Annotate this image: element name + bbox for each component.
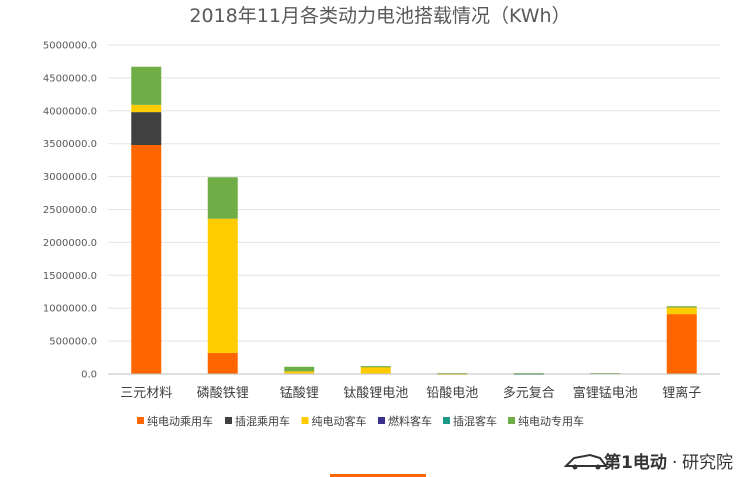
gridlines [108, 44, 720, 342]
y-tick-label: 3000000.0 [43, 172, 97, 183]
x-tick-label: 钛酸锂电池 [343, 386, 408, 401]
x-tick-label: 磷酸铁锂 [197, 386, 249, 401]
bar-segment [284, 371, 315, 374]
x-tick-label: 锂离子 [662, 385, 701, 401]
legend-label: 燃料客车 [388, 414, 432, 428]
bar-segment [666, 306, 697, 308]
legend-swatch [137, 417, 144, 424]
bar-segment [131, 145, 162, 374]
bar-segment [666, 314, 697, 374]
bottom-accent-bar [330, 474, 426, 477]
y-tick-label: 0.0 [81, 370, 97, 381]
y-tick-label: 2500000.0 [43, 205, 97, 216]
x-tick-label: 铅酸电池 [426, 386, 478, 401]
legend-label: 纯电动专用车 [518, 414, 584, 428]
bar-segment [207, 218, 238, 353]
x-tick-label: 富锂锰电池 [573, 385, 638, 401]
bar-segment [360, 366, 391, 368]
legend-swatch [225, 417, 232, 424]
watermark-separator: · [672, 453, 677, 473]
watermark-suffix: 研究院 [682, 453, 733, 473]
bar-segment [666, 307, 697, 315]
x-axis-ticks: 三元材料 磷酸铁锂 锰酸锂 钛酸锂电池 铅酸电池 多元复合 富锂锰电池 锂离子 [120, 385, 701, 401]
y-tick-label: 2000000.0 [43, 238, 97, 249]
bar-segment [131, 112, 162, 146]
y-tick-label: 3500000.0 [43, 139, 97, 150]
y-tick-label: 1000000.0 [43, 304, 97, 315]
y-tick-label: 500000.0 [49, 337, 97, 348]
legend-label: 插混客车 [453, 414, 497, 428]
y-tick-label: 5000000.0 [43, 41, 97, 52]
bar-segment [131, 66, 162, 105]
bars [131, 66, 697, 375]
legend-label: 纯电动乘用车 [147, 414, 213, 428]
bar-segment [207, 352, 238, 374]
legend: 纯电动乘用车 插混乘用车 纯电动客车 燃料客车 插混客车 纯电动专用车 [137, 414, 584, 428]
x-tick-label: 锰酸锂 [280, 386, 319, 401]
legend-swatch [443, 417, 450, 424]
watermark-brand: 第1电动 [604, 452, 667, 473]
legend-swatch [508, 417, 515, 424]
x-tick-label: 多元复合 [503, 385, 555, 401]
car-logo-icon [563, 453, 608, 467]
bar-segment [284, 366, 315, 372]
bar-segment [207, 177, 238, 219]
legend-label: 纯电动客车 [312, 414, 367, 428]
y-axis-ticks: 0.0 500000.0 1000000.0 1500000.0 2000000.0 25… [43, 41, 97, 381]
chart-title: 2018年11月各类动力电池搭载情况（KWh） [189, 5, 570, 27]
legend-swatch [378, 417, 385, 424]
bar-segment [360, 366, 391, 374]
bar-segment [131, 104, 162, 113]
x-tick-label: 三元材料 [120, 386, 172, 401]
y-tick-label: 4000000.0 [43, 106, 97, 117]
legend-label: 插混乘用车 [235, 414, 290, 428]
y-tick-label: 1500000.0 [43, 271, 97, 282]
legend-swatch [301, 417, 309, 424]
y-tick-label: 4500000.0 [43, 73, 97, 84]
watermark-logo: 第1电动 · 研究院 [563, 452, 733, 473]
